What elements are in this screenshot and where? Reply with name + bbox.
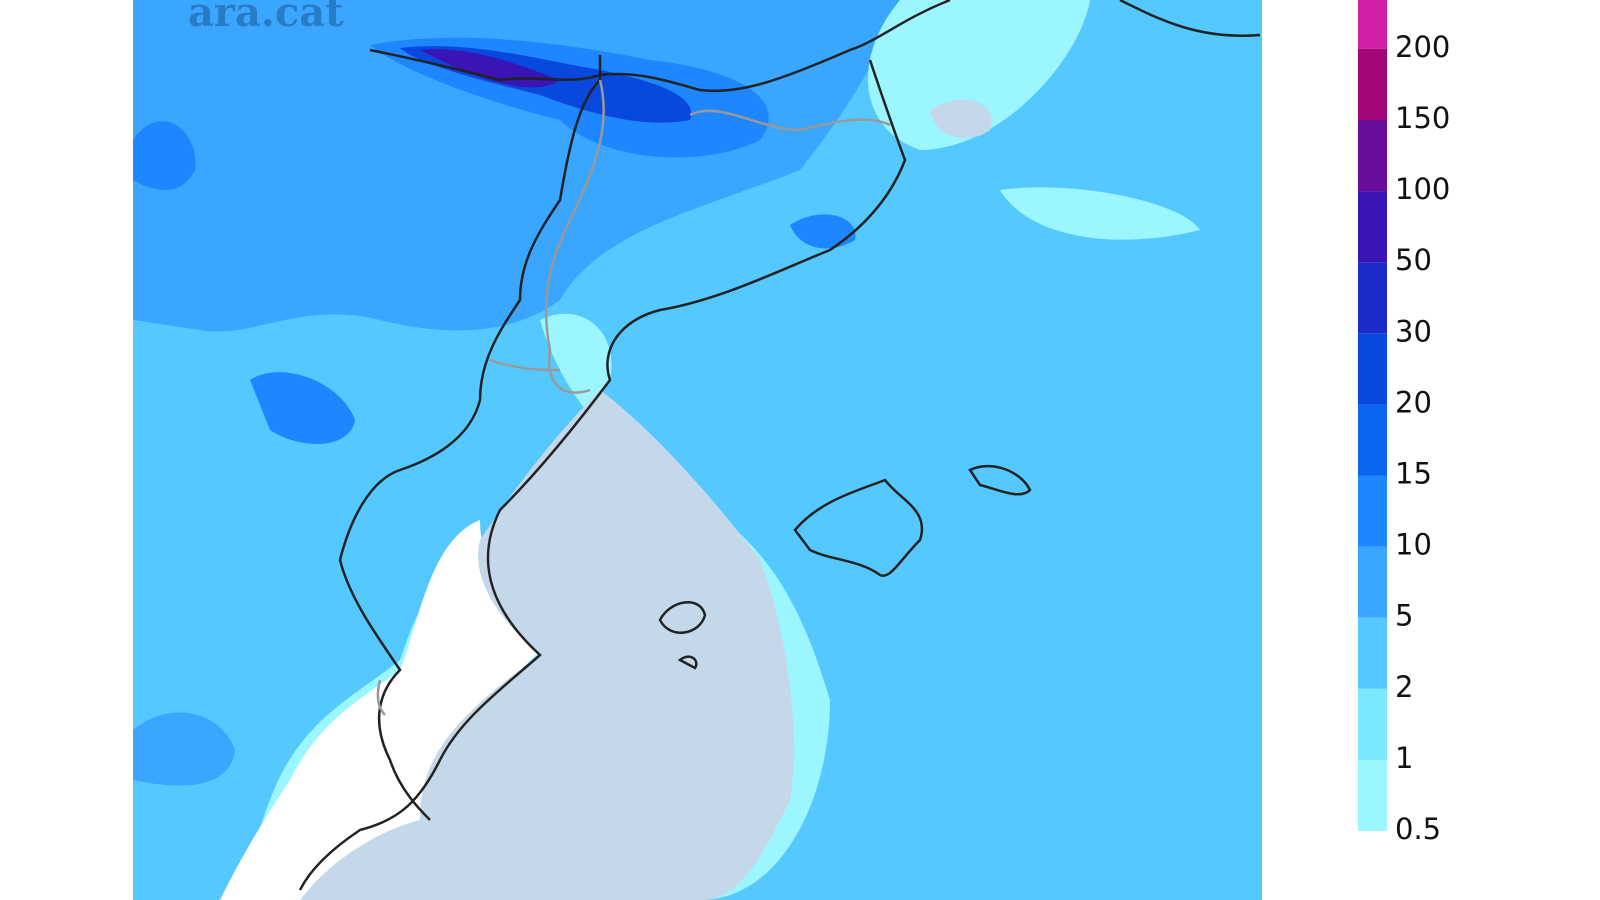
colorbar-segment bbox=[1358, 48, 1387, 120]
land bbox=[300, 390, 794, 900]
border bbox=[376, 79, 891, 716]
colorbar-label: 30 bbox=[1395, 314, 1432, 348]
colorbar-segment bbox=[1358, 475, 1387, 547]
region bbox=[133, 712, 235, 786]
region bbox=[867, 0, 1090, 150]
colorbar-segment bbox=[1358, 0, 1387, 49]
colorbar-segment bbox=[1358, 759, 1387, 831]
colorbar-label: 50 bbox=[1395, 243, 1432, 277]
colorbar-label: 150 bbox=[1395, 101, 1450, 135]
region bbox=[133, 121, 196, 190]
colorbar-label: 5 bbox=[1395, 599, 1413, 633]
colorbar-label: 20 bbox=[1395, 385, 1432, 419]
colorbar-segment bbox=[1358, 404, 1387, 476]
colorbar-label: 15 bbox=[1395, 457, 1432, 491]
colorbar-label: 1 bbox=[1395, 741, 1413, 775]
colorbar-segment bbox=[1358, 333, 1387, 405]
colorbar-segment bbox=[1358, 617, 1387, 689]
colorbar: 0.5 1 2 5 10 15 20 30 50 100 150 200 bbox=[1358, 0, 1450, 846]
colorbar-segment bbox=[1358, 688, 1387, 760]
watermark: ara.cat bbox=[188, 0, 344, 36]
map: ara.cat bbox=[133, 0, 1262, 900]
region bbox=[790, 214, 856, 249]
region bbox=[250, 372, 355, 444]
colorbar-segment bbox=[1358, 546, 1387, 618]
land bbox=[930, 99, 992, 139]
colorbar-segment bbox=[1358, 191, 1387, 263]
colorbar-label: 100 bbox=[1395, 172, 1450, 206]
colorbar-label: 10 bbox=[1395, 528, 1432, 562]
colorbar-segment bbox=[1358, 262, 1387, 334]
colorbar-segment bbox=[1358, 120, 1387, 192]
colorbar-label: 200 bbox=[1395, 30, 1450, 64]
colorbar-label: 2 bbox=[1395, 670, 1413, 704]
region bbox=[1000, 187, 1200, 240]
colorbar-label: 0.5 bbox=[1395, 812, 1441, 846]
